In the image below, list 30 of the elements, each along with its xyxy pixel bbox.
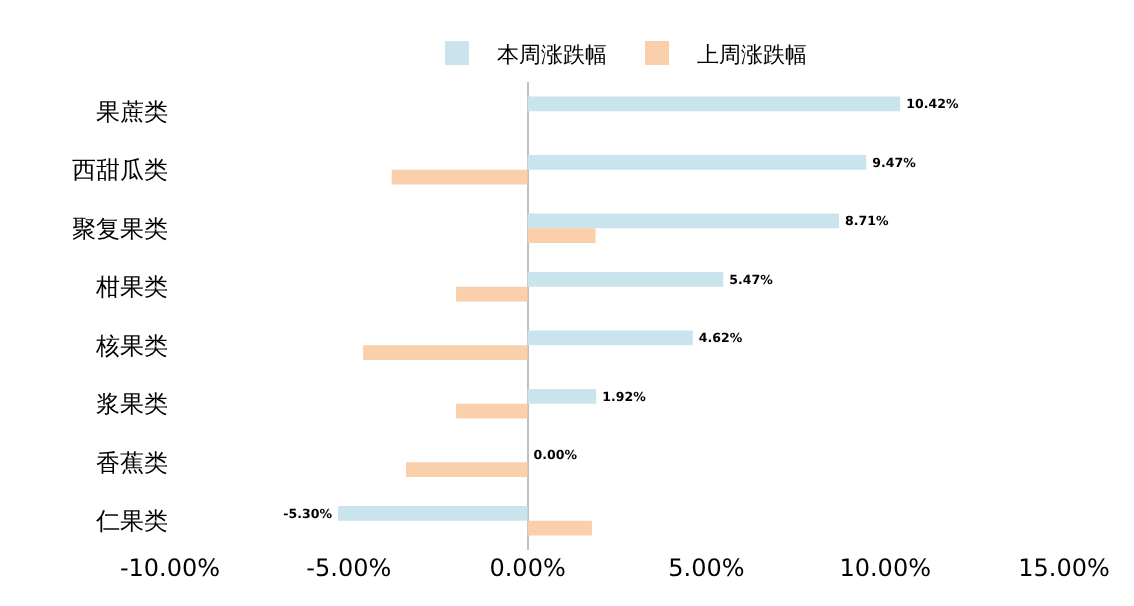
bar [406,462,528,477]
y-tick-label: 核果类 [94,331,168,360]
bar [527,520,592,536]
bar [363,345,528,360]
bar [527,330,693,346]
bar [527,228,596,243]
legend-label: 上周涨跌幅 [697,41,807,68]
bar [527,213,840,229]
legend-label: 本周涨跌幅 [497,41,607,68]
y-tick-label: 果蔗类 [96,97,168,126]
y-tick-label: 仁果类 [94,507,168,536]
y-tick-label: 西甜瓜类 [72,156,168,185]
x-tick-label: 10.00% [839,554,931,582]
x-tick-label: -5.00% [306,554,392,582]
x-tick-label: 0.00% [489,554,566,582]
y-tick-label: 香蕉类 [96,448,168,477]
bar [527,272,724,287]
bar [527,155,867,170]
bar [338,506,528,521]
y-tick-label: 聚复果类 [72,214,168,243]
bar [456,403,528,419]
bar [527,96,901,112]
x-tick-label: 5.00% [668,554,745,582]
bar [391,169,528,185]
y-tick-label: 浆果类 [96,390,168,419]
y-tick-label: 柑果类 [94,273,168,302]
x-tick-label: -10.00% [119,554,221,582]
x-tick-label: 15.00% [1018,554,1110,582]
bar [527,389,597,404]
bar [456,286,528,302]
